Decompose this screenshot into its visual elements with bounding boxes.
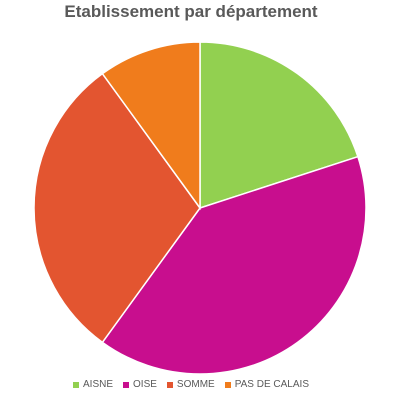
- legend-label: PAS DE CALAIS: [234, 379, 309, 390]
- pie-slice-somme: [33, 72, 201, 344]
- chart-legend: AISNE OISE SOMME PAS DE CALAIS: [0, 379, 382, 390]
- legend-label: OISE: [133, 379, 157, 390]
- pie-slice-aisne: [199, 41, 359, 210]
- chart-title: Etablissement par département: [64, 2, 318, 21]
- legend-swatch: [73, 381, 79, 388]
- legend-item-pas-de-calais: PAS DE CALAIS: [224, 379, 309, 390]
- legend-swatch: [123, 381, 130, 388]
- legend-label: SOMME: [176, 379, 215, 390]
- pie-slice-pas-de-calais: [101, 41, 201, 211]
- legend-swatch: [166, 381, 173, 388]
- legend-item-somme: SOMME: [166, 379, 215, 390]
- legend-item-oise: OISE: [123, 379, 157, 390]
- legend-swatch: [224, 381, 231, 388]
- legend-item-aisne: AISNE: [73, 379, 113, 390]
- pie-slice-oise: [101, 155, 367, 375]
- legend-label: AISNE: [83, 379, 114, 390]
